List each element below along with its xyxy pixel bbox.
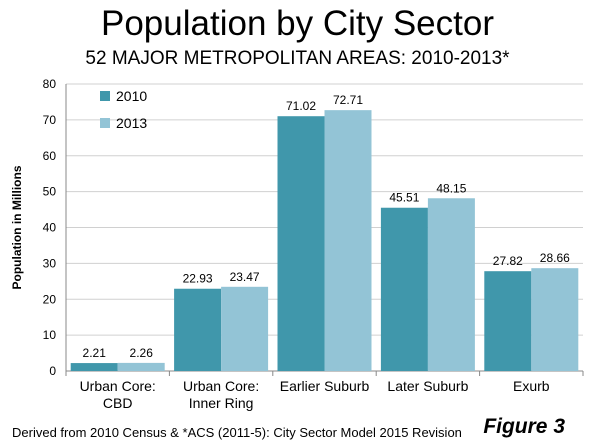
bar-2013: [117, 362, 165, 371]
data-label: 23.47: [230, 270, 260, 284]
x-tick-label: Urban Core:: [80, 378, 156, 394]
legend-label: 2013: [116, 115, 147, 131]
chart-title: Population by City Sector: [101, 4, 494, 43]
bar-2010: [277, 116, 325, 371]
bar-2010: [484, 271, 532, 371]
y-tick-label: 10: [43, 328, 57, 342]
y-tick-label: 0: [49, 364, 56, 378]
bar-2013: [427, 198, 475, 371]
data-label: 45.51: [389, 191, 419, 205]
legend-label: 2010: [116, 88, 147, 104]
legend-swatch-2010: [100, 91, 110, 101]
x-tick-label: CBD: [103, 395, 133, 411]
data-label: 22.93: [183, 272, 213, 286]
data-label: 72.71: [333, 93, 363, 107]
x-tick-label: Urban Core:: [183, 378, 259, 394]
bar-2013: [221, 286, 269, 371]
x-tick-label: Earlier Suburb: [280, 378, 370, 394]
source-note: Derived from 2010 Census & *ACS (2011-5)…: [12, 425, 462, 440]
y-tick-label: 80: [43, 77, 57, 91]
legend-swatch-2013: [100, 118, 110, 128]
data-label: 2.26: [130, 346, 154, 360]
data-label: 2.21: [83, 346, 107, 360]
data-label: 48.15: [436, 181, 466, 195]
data-label: 27.82: [493, 254, 523, 268]
data-label: 28.66: [540, 251, 570, 265]
y-axis-label: Population in Millions: [10, 165, 24, 289]
figure-label: Figure 3: [483, 415, 565, 438]
bar-2010: [70, 363, 118, 371]
y-tick-label: 30: [43, 256, 57, 270]
y-tick-label: 40: [43, 221, 57, 235]
bar-2010: [174, 288, 222, 371]
y-tick-label: 20: [43, 292, 57, 306]
y-tick-label: 50: [43, 185, 57, 199]
bar-2010: [380, 207, 428, 371]
x-tick-label: Later Suburb: [387, 378, 468, 394]
y-tick-label: 70: [43, 113, 57, 127]
y-tick-label: 60: [43, 149, 57, 163]
data-label: 71.02: [286, 99, 316, 113]
bar-2013: [531, 268, 579, 371]
x-tick-label: Inner Ring: [189, 395, 254, 411]
x-tick-label: Exurb: [513, 378, 550, 394]
chart-subtitle: 52 MAJOR METROPOLITAN AREAS: 2010-2013*: [85, 48, 510, 69]
bar-2013: [324, 110, 372, 371]
